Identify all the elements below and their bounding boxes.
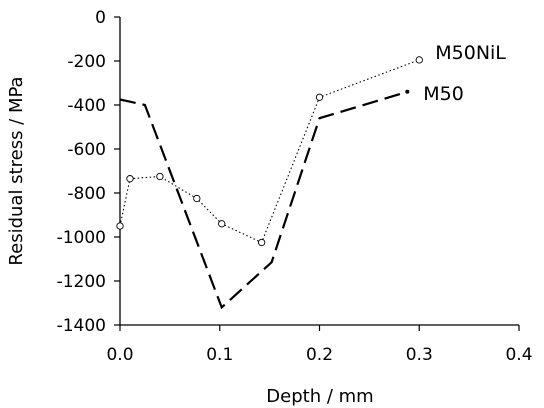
series-line — [119, 59, 420, 244]
series-m50: M50 — [119, 83, 464, 310]
y-tick-label: -400 — [67, 96, 106, 116]
y-tick-label: -1400 — [57, 316, 106, 336]
series-label: M50NiL — [435, 42, 506, 64]
x-tick-label: 0.4 — [505, 345, 532, 365]
y-tick-label: -600 — [67, 140, 106, 160]
data-point — [257, 238, 266, 247]
x-axis-label: Depth / mm — [266, 386, 373, 407]
y-tick-label: -1200 — [57, 272, 106, 292]
data-point — [126, 175, 134, 183]
data-point — [218, 220, 226, 228]
series-line — [119, 90, 408, 310]
x-tick-label: 0.3 — [406, 345, 433, 365]
data-point — [315, 93, 324, 101]
y-axis-ticks: 0 -200 -400 -600 -800 -1000 -1200 -1400 — [57, 8, 120, 336]
series-label: M50 — [423, 83, 464, 105]
data-point — [193, 194, 201, 203]
x-tick-label: 0.2 — [306, 345, 333, 365]
x-tick-label: 0.0 — [106, 345, 133, 365]
data-point — [405, 89, 410, 94]
y-tick-label: -1000 — [57, 228, 106, 248]
data-point — [415, 56, 423, 64]
x-tick-label: 0.1 — [206, 345, 233, 365]
plot-series: M50NiL M50 — [116, 42, 506, 310]
data-point — [116, 222, 124, 230]
data-point — [156, 172, 164, 181]
x-axis-ticks: 0.0 0.1 0.2 0.3 0.4 — [106, 325, 533, 365]
series-m50nil: M50NiL — [116, 42, 506, 247]
y-tick-label: 0 — [95, 8, 106, 28]
y-axis-label: Residual stress / MPa — [6, 76, 27, 265]
y-tick-label: -200 — [67, 52, 106, 72]
y-tick-label: -800 — [67, 184, 106, 204]
